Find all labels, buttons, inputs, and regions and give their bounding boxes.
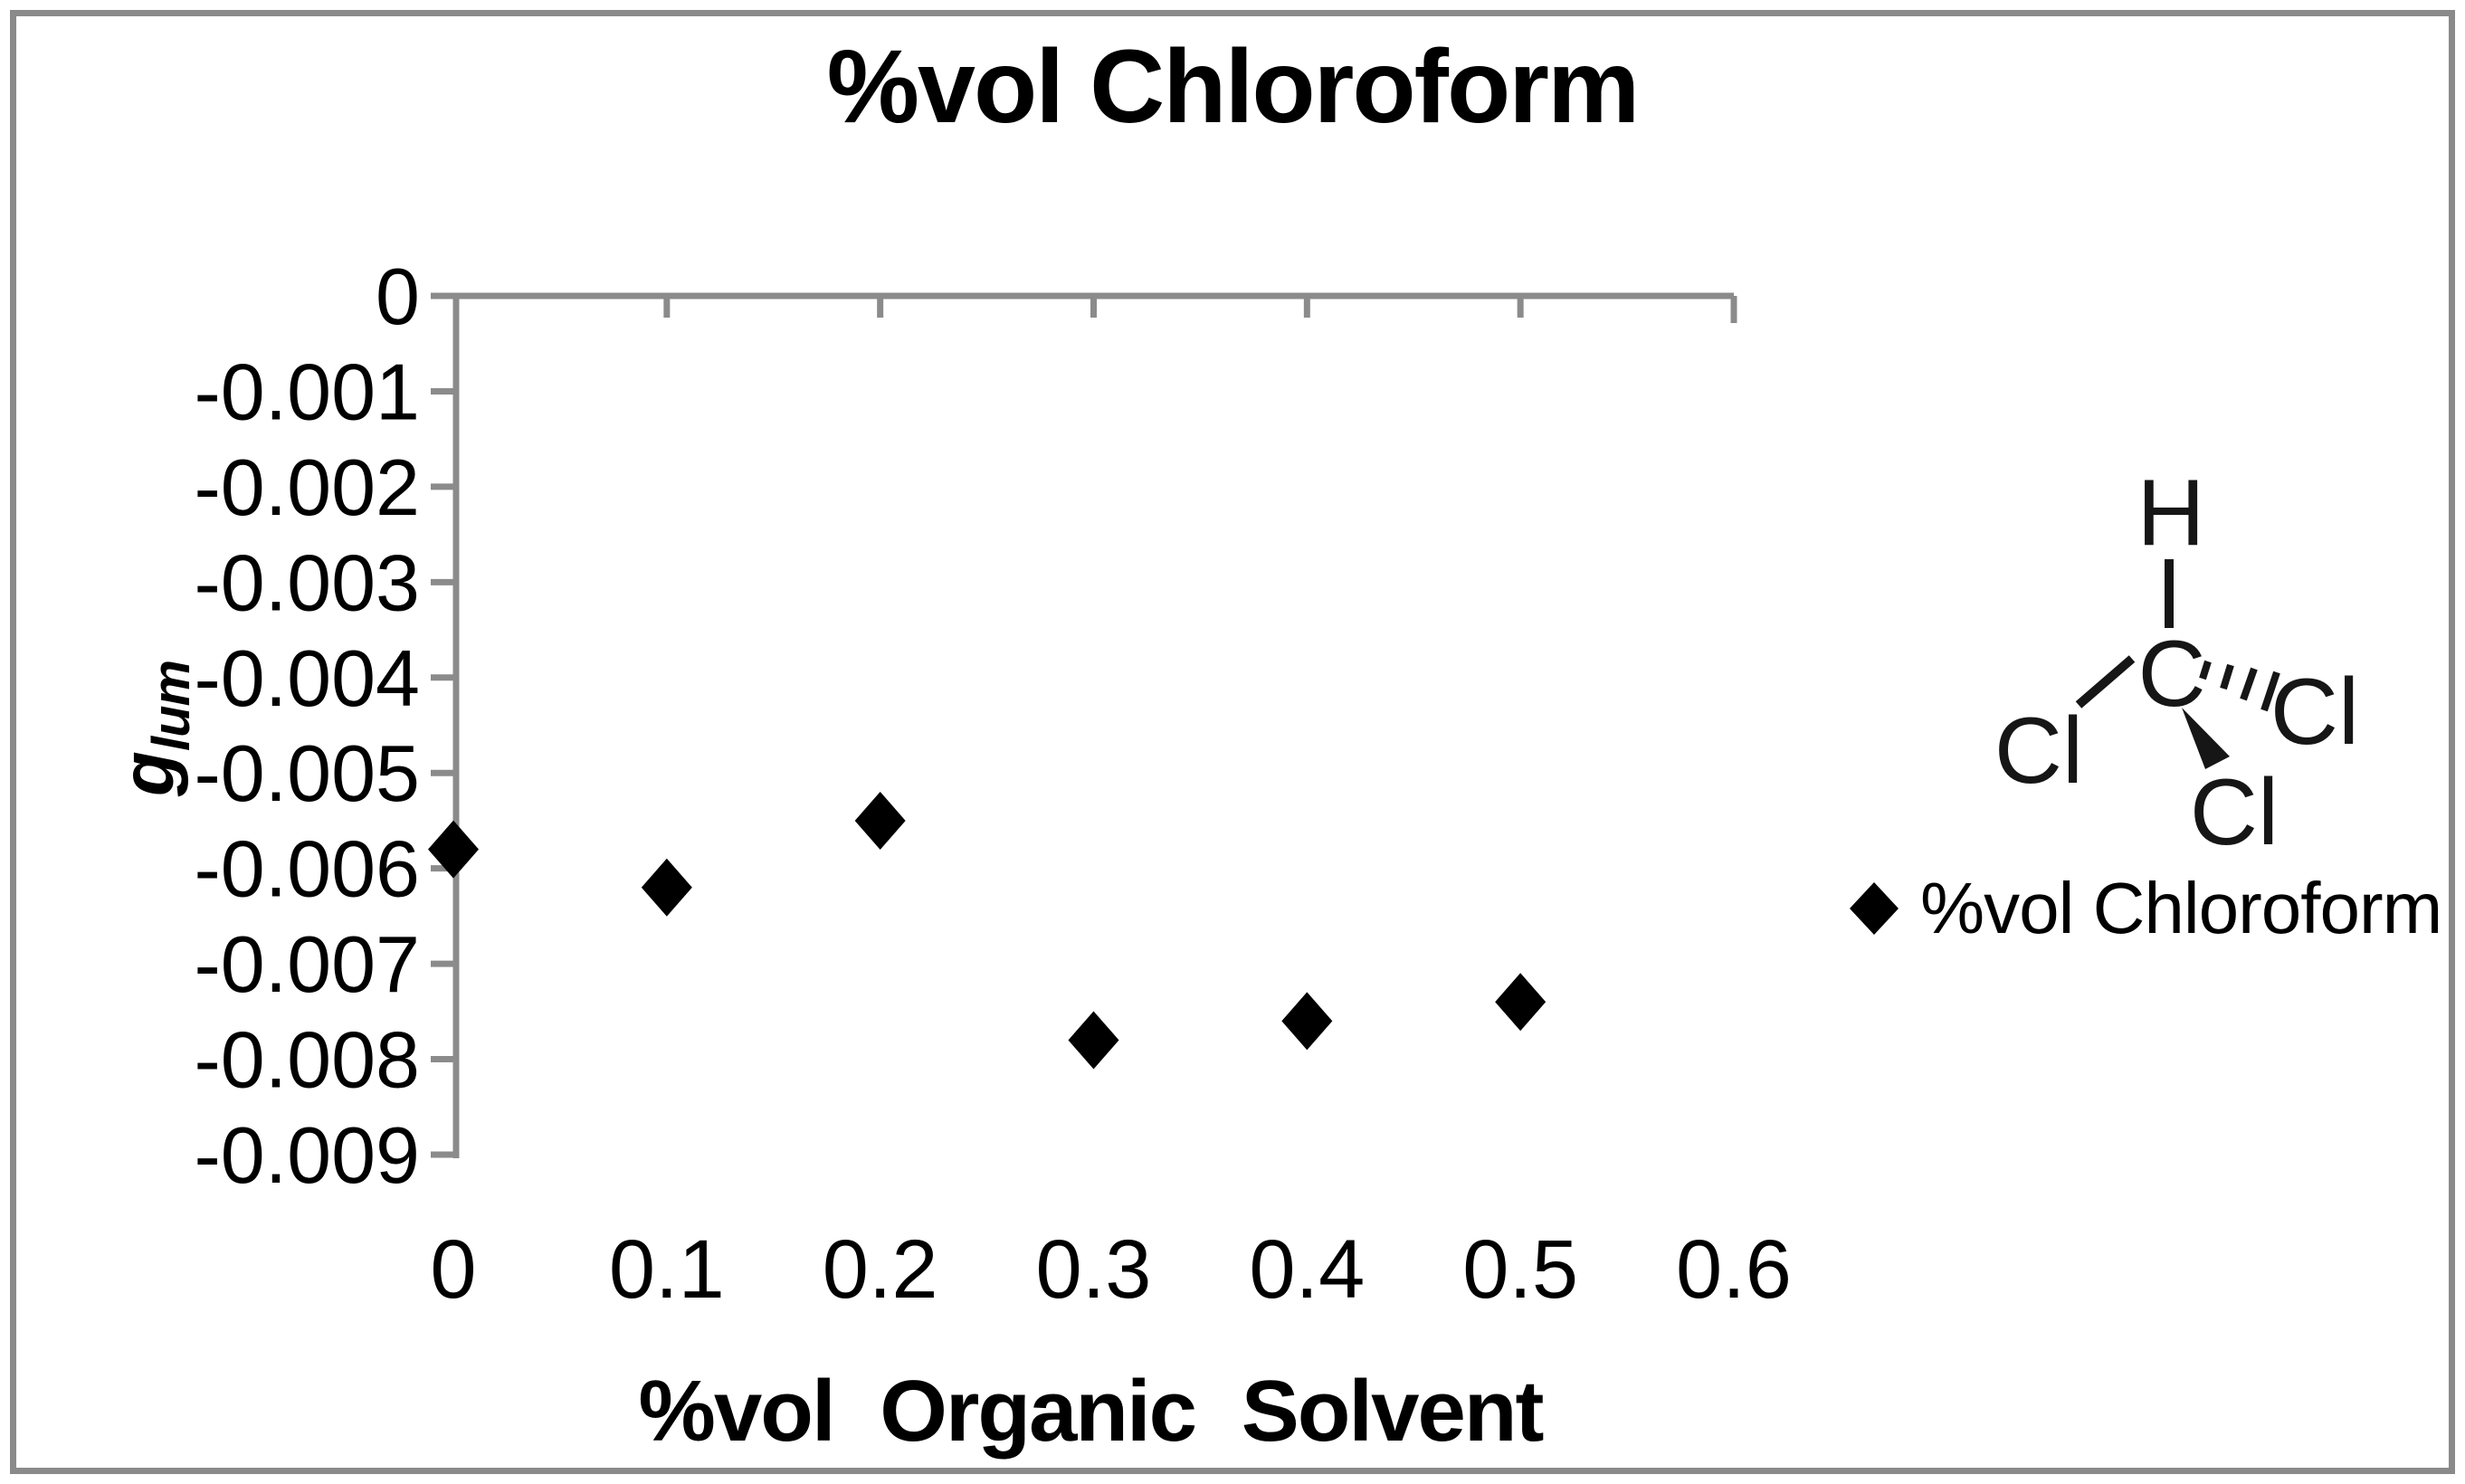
y-tick-label: -0.005 [194,728,420,818]
atom-label-h: H [2137,461,2204,566]
hashed-wedge-bond-c-cl-right [2199,660,2280,712]
y-tick-label: -0.009 [194,1110,420,1200]
y-tick-label: -0.002 [194,442,420,532]
legend: %vol Chloroform [1848,867,2442,950]
x-tick-label: 0.2 [823,1223,938,1316]
y-axis-title: glum [106,661,202,796]
bond-c-cl-left [2075,655,2136,709]
x-tick-label: 0.1 [609,1223,725,1316]
atom-label-cl-bottom: Cl [2190,760,2279,865]
y-axis-title-subscript: lum [142,660,201,752]
data-point [1281,992,1333,1051]
solid-wedge-bond-c-cl-bottom [2182,708,2230,769]
x-axis-title: %vol Organic Solvent [638,1363,1545,1460]
data-point [854,791,906,850]
y-tick-label: 0 [376,252,420,341]
y-tick-label: -0.006 [194,824,420,914]
legend-diamond-marker-icon [1850,882,1899,935]
y-tick-label: -0.001 [194,347,420,436]
data-point [1495,973,1547,1032]
x-tick-label: 0.3 [1036,1223,1152,1316]
x-tick-label: 0.5 [1462,1223,1578,1316]
figure-border [10,10,2455,1474]
atom-label-c: C [2137,622,2205,727]
y-tick-label: -0.003 [194,537,420,627]
data-point [641,858,692,917]
y-tick-label: -0.004 [194,633,420,723]
data-point [1068,1011,1119,1070]
chloroform-molecule: H C Cl Cl Cl [1994,461,2359,865]
legend-label: %vol Chloroform [1920,868,2442,948]
atom-label-cl-right: Cl [2270,660,2359,765]
x-tick-label: 0.6 [1676,1223,1792,1316]
y-tick-label: -0.007 [194,919,420,1009]
data-point [428,820,479,879]
y-axis-title-main: g [107,751,189,797]
y-tick-label: -0.008 [194,1015,420,1105]
atom-label-cl-left: Cl [1994,699,2083,804]
chart-title: %vol Chloroform [826,29,1640,145]
x-tick-label: 0 [430,1223,476,1316]
x-tick-label: 0.4 [1249,1223,1365,1316]
